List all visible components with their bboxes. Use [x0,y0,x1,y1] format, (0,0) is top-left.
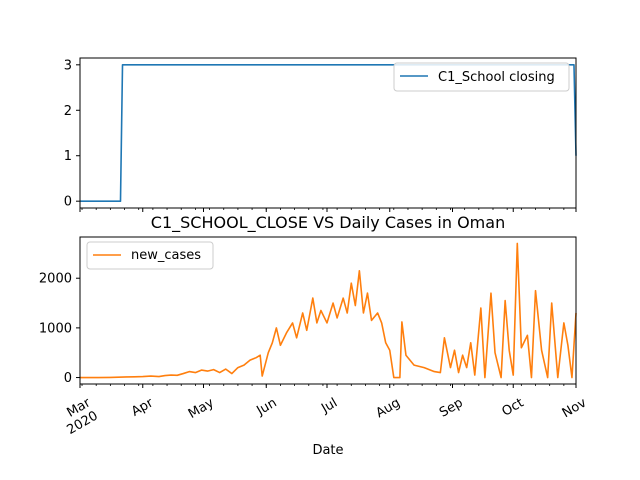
y-tick-label: 2 [64,104,72,119]
bottom-axes-frame [79,236,577,385]
y-tick-label: 2000 [39,272,72,287]
y-tick-label: 0 [64,195,72,210]
bottom-legend-box [86,241,214,270]
bottom-y-ticks: 0 1000 2000 [39,272,80,386]
chart-title: C1_SCHOOL_CLOSE VS Daily Cases in Oman [151,213,505,233]
bottom-subplot: C1_SCHOOL_CLOSE VS Daily Cases in Oman 0… [39,213,590,458]
x-axis-label: Date [312,443,343,458]
y-tick-label: 1000 [39,321,72,336]
top-series-lines [80,64,577,202]
bottom-series-lines [80,242,577,379]
y-tick-label: 3 [64,58,72,73]
y-tick-label: 0 [64,371,72,386]
top-x-ticks [79,208,577,212]
bottom-legend: new_cases [86,241,214,270]
x-tick-label: Jul [318,395,340,416]
series-line-new-cases [80,242,577,379]
bottom-legend-label: new_cases [131,248,201,263]
top-legend: C1_School closing [393,62,570,92]
top-subplot: 0 1 2 3 C1_School closing [64,57,577,212]
top-axes-frame [79,57,577,209]
top-legend-box [393,62,570,92]
series-line-school-closing [80,64,577,202]
y-tick-label: 1 [64,149,72,164]
top-legend-label: C1_School closing [438,70,555,85]
top-y-ticks: 0 1 2 3 [64,58,80,210]
